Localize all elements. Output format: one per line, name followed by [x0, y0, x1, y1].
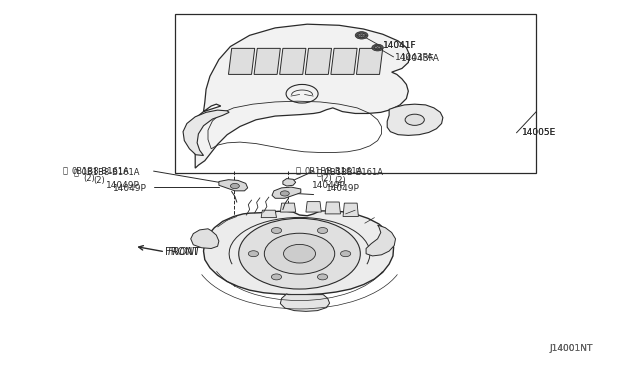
Polygon shape	[343, 203, 358, 217]
Polygon shape	[366, 225, 396, 256]
Polygon shape	[356, 48, 383, 74]
Circle shape	[248, 251, 259, 257]
Text: FRONT: FRONT	[165, 247, 198, 257]
Circle shape	[264, 233, 335, 274]
Text: FRONT: FRONT	[168, 247, 201, 257]
Text: 14041F: 14041F	[383, 41, 417, 50]
Circle shape	[372, 44, 383, 51]
Circle shape	[317, 228, 328, 234]
Text: 14005E: 14005E	[522, 128, 556, 137]
Circle shape	[239, 218, 360, 289]
Text: 0B1B8-B161A: 0B1B8-B161A	[72, 167, 129, 176]
Text: 14043FA: 14043FA	[395, 53, 434, 62]
Polygon shape	[387, 104, 443, 135]
Text: 14049P: 14049P	[326, 184, 360, 193]
Text: 14049P: 14049P	[312, 182, 346, 190]
Polygon shape	[305, 48, 332, 74]
Circle shape	[340, 251, 351, 257]
Polygon shape	[280, 48, 306, 74]
Text: J14001NT: J14001NT	[549, 344, 593, 353]
Polygon shape	[228, 48, 255, 74]
Text: 14043FA: 14043FA	[401, 54, 440, 63]
Text: (2): (2)	[93, 176, 104, 185]
Polygon shape	[280, 203, 296, 212]
Polygon shape	[272, 187, 301, 198]
Circle shape	[284, 244, 316, 263]
Polygon shape	[183, 110, 229, 155]
Circle shape	[271, 274, 282, 280]
Text: 14049P: 14049P	[113, 184, 147, 193]
Bar	[175, 14, 536, 173]
Text: 0B1BB-B161A: 0B1BB-B161A	[305, 167, 363, 176]
Text: J14001NT: J14001NT	[549, 344, 593, 353]
Text: Ⓑ: Ⓑ	[63, 167, 68, 176]
Circle shape	[271, 228, 282, 234]
Text: (2): (2)	[320, 174, 332, 183]
Polygon shape	[204, 211, 394, 295]
Polygon shape	[261, 210, 276, 218]
Text: (2): (2)	[335, 176, 346, 185]
Polygon shape	[331, 48, 357, 74]
Circle shape	[358, 33, 365, 38]
Text: 14049P: 14049P	[106, 182, 140, 190]
Circle shape	[355, 32, 368, 39]
Text: Ⓑ: Ⓑ	[296, 167, 301, 176]
Circle shape	[280, 191, 289, 196]
Polygon shape	[191, 229, 219, 248]
Polygon shape	[187, 24, 410, 168]
Polygon shape	[325, 202, 340, 214]
Text: (2): (2)	[83, 174, 95, 183]
Circle shape	[317, 274, 328, 280]
Text: 14005E: 14005E	[522, 128, 556, 137]
Circle shape	[230, 183, 239, 189]
Text: Ⓑ 0B1BB-B161A: Ⓑ 0B1BB-B161A	[317, 167, 383, 176]
Text: Ⓑ 0B1B8-B161A: Ⓑ 0B1B8-B161A	[74, 167, 139, 176]
Text: 14041F: 14041F	[383, 41, 417, 50]
Circle shape	[405, 114, 424, 125]
Polygon shape	[283, 179, 296, 186]
Polygon shape	[219, 180, 248, 191]
Polygon shape	[280, 294, 330, 311]
Polygon shape	[254, 48, 280, 74]
Polygon shape	[306, 202, 321, 212]
Circle shape	[374, 46, 381, 49]
